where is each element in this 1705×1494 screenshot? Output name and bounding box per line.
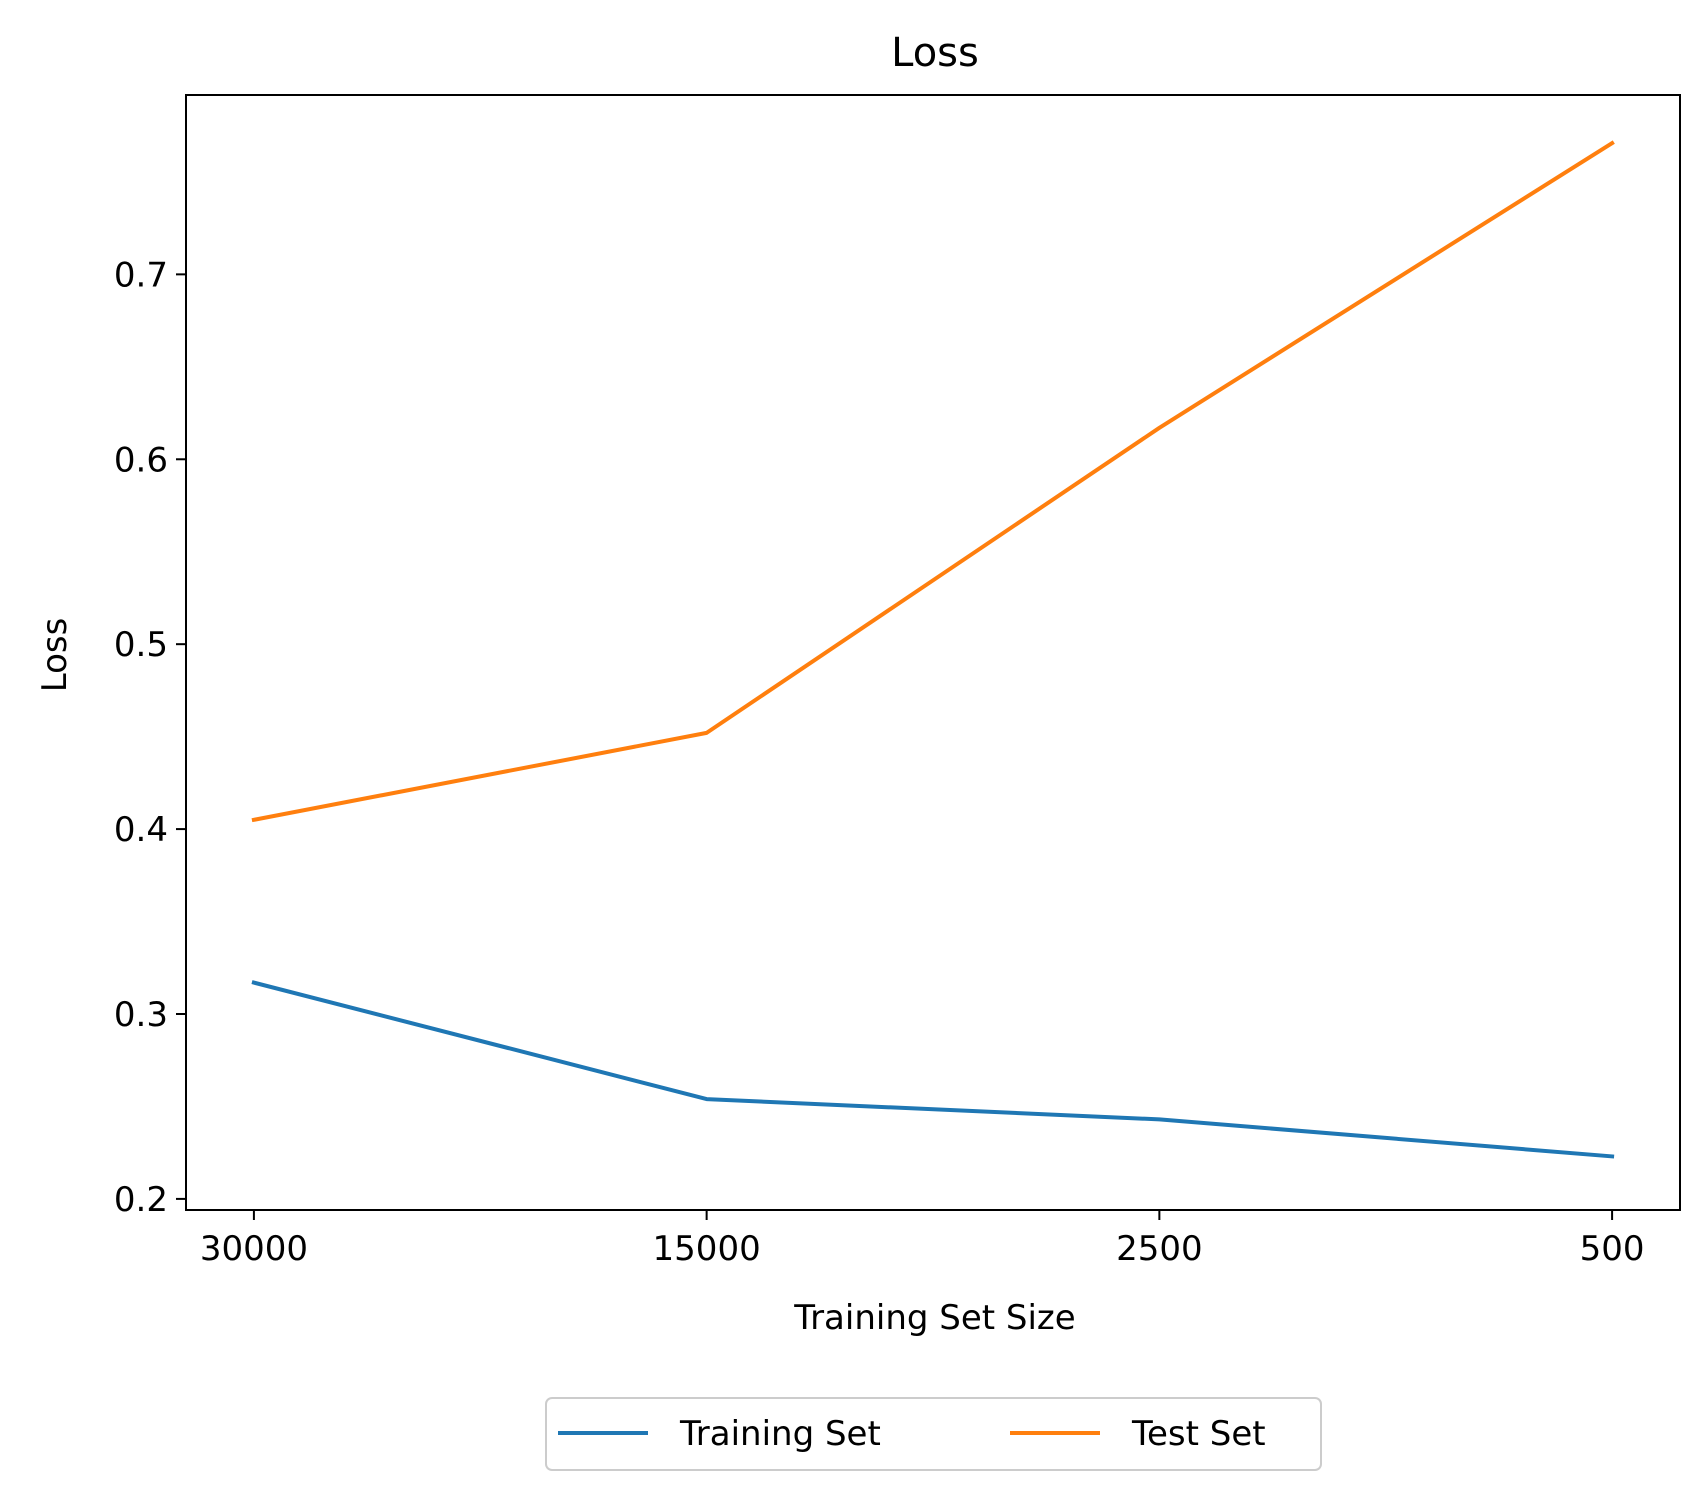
y-tick-label: 0.4 [114,810,168,850]
y-tick-label: 0.5 [114,625,168,665]
y-tick-label: 0.2 [114,1180,168,1220]
y-tick-label: 0.6 [114,440,168,480]
x-tick-label: 15000 [653,1229,761,1269]
y-tick-label: 0.3 [114,995,168,1035]
legend-box [545,1397,1322,1471]
x-axis-label: Training Set Size [793,1298,1075,1338]
plot-area: 30000 15000 2500 500 0.2 0.3 0.4 0.5 0.6 0.7 [114,94,1681,1269]
legend: Training Set Test Set [545,1397,1322,1471]
x-tick-label: 30000 [200,1229,308,1269]
x-tick-label: 500 [1580,1229,1645,1269]
legend-label-test-set: Test Set [1131,1414,1266,1454]
chart-title: Loss [891,30,979,76]
legend-label-training-set: Training Set [679,1414,881,1454]
series-line-training-set [251,980,1615,1159]
x-tick-label: 2500 [1116,1229,1203,1269]
series-line-test-set [251,140,1615,823]
y-axis-label: Loss [35,618,75,693]
axes-frame [185,94,1681,1211]
y-tick-label: 0.7 [114,255,168,295]
